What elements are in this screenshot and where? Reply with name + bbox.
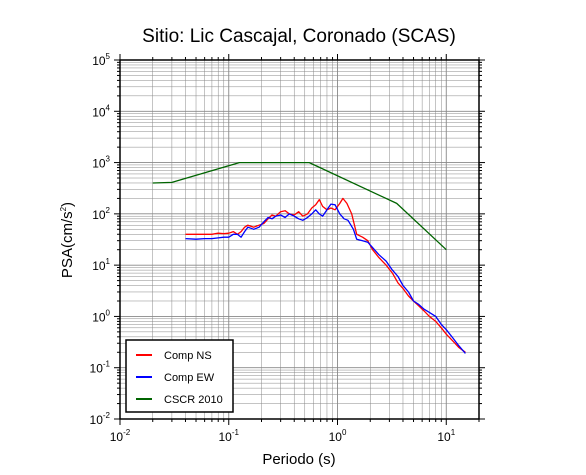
y-tick-label: 104 <box>92 103 110 119</box>
legend-label: Comp NS <box>164 350 212 362</box>
series-layer <box>152 161 466 354</box>
x-tick-label: 10-2 <box>110 428 131 444</box>
legend: Comp NS Comp EW CSCR 2010 <box>125 339 234 413</box>
x-tick-labels: 10-2 10-1 100 101 <box>110 428 456 444</box>
y-tick-label: 100 <box>92 308 110 324</box>
y-axis-title: PSA(cm/s2) <box>59 202 76 278</box>
x-tick-label: 10-1 <box>219 428 240 444</box>
y-tick-label: 10-2 <box>90 411 111 427</box>
y-tick-labels: 10-2 10-1 100 101 102 103 104 105 <box>90 52 111 427</box>
y-tick-label: 10-1 <box>90 360 111 376</box>
x-tick-label: 100 <box>329 428 347 444</box>
legend-label: Comp EW <box>164 372 215 384</box>
tick-marks <box>114 54 485 425</box>
plot-frame <box>119 59 480 420</box>
x-tick-label: 101 <box>437 428 455 444</box>
y-tick-label: 105 <box>92 52 110 68</box>
x-axis-title: Periodo (s) <box>262 451 335 468</box>
chart-title: Sitio: Lic Cascajal, Coronado (SCAS) <box>142 26 456 47</box>
y-tick-label: 101 <box>92 257 110 273</box>
y-tick-label: 102 <box>92 206 110 222</box>
series-line-3 <box>152 161 447 251</box>
series-line-1 <box>185 197 466 353</box>
legend-label: CSCR 2010 <box>164 394 223 406</box>
y-tick-label: 103 <box>92 155 110 171</box>
series-line-2 <box>185 203 466 354</box>
